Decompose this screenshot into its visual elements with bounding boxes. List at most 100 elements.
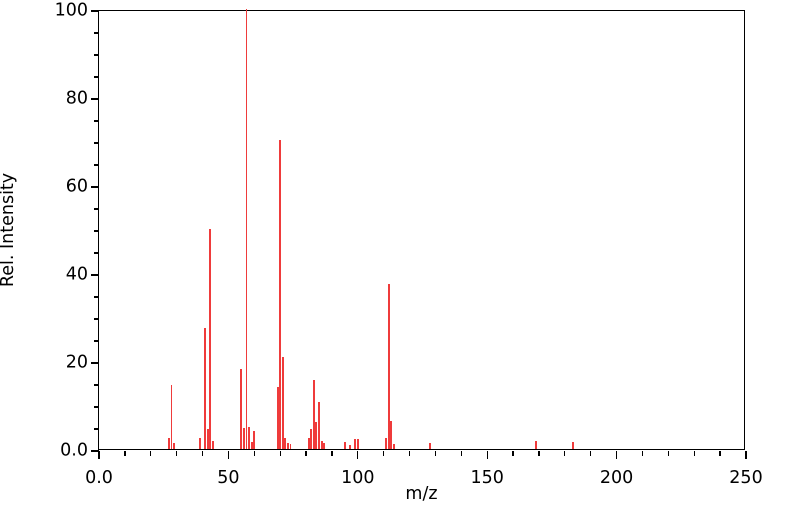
y-tick-minor	[94, 384, 99, 386]
spectrum-peak	[284, 437, 287, 449]
x-tick-major	[486, 451, 488, 459]
x-tick-label: 50	[217, 468, 240, 488]
y-tick-major	[91, 274, 99, 276]
spectrum-peak	[312, 379, 315, 449]
x-tick-minor	[253, 451, 255, 456]
y-tick-minor	[94, 340, 99, 342]
x-tick-label: 100	[341, 468, 375, 488]
y-tick-minor	[94, 296, 99, 298]
x-tick-label: 0.0	[85, 468, 113, 488]
x-tick-major	[357, 451, 359, 459]
y-tick-minor	[94, 428, 99, 430]
y-tick-minor	[94, 318, 99, 320]
y-tick-minor	[94, 32, 99, 34]
spectrum-peak	[390, 421, 393, 449]
x-tick-minor	[719, 451, 721, 456]
spectrum-peak	[281, 357, 284, 449]
y-tick-minor	[94, 164, 99, 166]
x-tick-major	[615, 451, 618, 459]
y-tick-label: 20	[65, 352, 88, 373]
y-tick-minor	[94, 230, 99, 232]
spectrum-peak	[250, 442, 253, 449]
spectrum-peak	[387, 284, 390, 449]
spectrum-peak	[356, 439, 359, 449]
x-tick-minor	[150, 451, 152, 456]
y-tick-minor	[94, 208, 99, 210]
spectrum-peak	[245, 9, 248, 449]
y-tick-major	[91, 10, 99, 12]
spectrum-peak	[209, 229, 212, 449]
y-tick-major	[91, 362, 99, 364]
x-tick-minor	[124, 451, 126, 456]
x-tick-minor	[408, 451, 411, 456]
x-tick-minor	[331, 451, 333, 456]
spectrum-peak	[385, 438, 388, 449]
y-tick-major	[91, 450, 99, 452]
y-tick-major	[91, 186, 99, 188]
spectrum-stems	[99, 9, 744, 449]
y-tick-minor	[94, 252, 99, 254]
x-tick-label: 250	[729, 468, 763, 488]
spectrum-peak	[429, 442, 432, 449]
x-tick-minor	[175, 451, 178, 456]
y-tick-minor	[94, 54, 99, 56]
y-axis-title: Rel. Intensity	[0, 172, 18, 288]
x-tick-major	[98, 451, 100, 459]
spectrum-peak	[315, 421, 318, 449]
spectrum-peak	[279, 140, 282, 449]
y-tick-label: 100	[54, 0, 88, 21]
spectrum-peak	[211, 441, 214, 449]
spectrum-peak	[248, 426, 251, 449]
spectrum-peak	[535, 440, 538, 449]
x-tick-minor	[667, 451, 669, 456]
x-tick-minor	[693, 451, 695, 456]
y-tick-minor	[94, 142, 99, 144]
spectrum-peak	[323, 442, 326, 449]
spectrum-peak	[571, 441, 574, 449]
spectrum-peak	[393, 443, 395, 449]
spectrum-peak	[253, 430, 256, 449]
x-tick-minor	[641, 451, 644, 456]
x-tick-minor	[279, 451, 281, 456]
spectrum-peak	[320, 440, 323, 449]
spectrum-peak	[204, 328, 207, 449]
spectrum-peak	[198, 438, 201, 449]
x-tick-label: 200	[599, 468, 634, 488]
spectrum-peak	[240, 368, 243, 449]
spectrum-peak	[310, 428, 313, 449]
spectrum-peak	[318, 401, 320, 449]
x-tick-minor	[383, 451, 385, 456]
spectrum-peak	[354, 439, 357, 449]
x-tick-major	[227, 451, 230, 459]
x-tick-major	[745, 451, 747, 459]
y-tick-label: 0.0	[60, 440, 88, 461]
spectrum-peak	[349, 445, 351, 449]
x-tick-minor	[434, 451, 437, 456]
x-tick-minor	[305, 451, 307, 456]
y-tick-label: 40	[65, 264, 88, 285]
y-tick-label: 80	[65, 88, 88, 109]
x-tick-minor	[201, 451, 204, 456]
spectrum-peak	[242, 428, 245, 449]
spectrum-peak	[289, 444, 292, 449]
x-tick-minor	[590, 451, 592, 456]
x-tick-label: 150	[470, 468, 504, 488]
spectrum-peak	[206, 428, 209, 449]
x-tick-minor	[512, 451, 514, 456]
y-tick-major	[91, 98, 99, 100]
spectrum-peak	[286, 442, 289, 449]
spectrum-peak	[173, 442, 175, 449]
spectrum-peak	[276, 386, 279, 449]
y-tick-minor	[94, 406, 99, 408]
plot-area: 0.0 50 100 150 200 250 0.0 20 40 60 80 100	[55, 2, 763, 488]
x-axis-title: m/z	[405, 484, 438, 504]
spectrum-peak	[170, 385, 173, 449]
spectrum-peak	[307, 438, 310, 449]
y-tick-minor	[94, 120, 99, 122]
spectrum-peak	[343, 441, 346, 449]
x-tick-minor	[460, 451, 462, 456]
x-tick-minor	[564, 451, 566, 456]
y-tick-label: 60	[65, 176, 88, 197]
x-tick-minor	[538, 451, 540, 456]
